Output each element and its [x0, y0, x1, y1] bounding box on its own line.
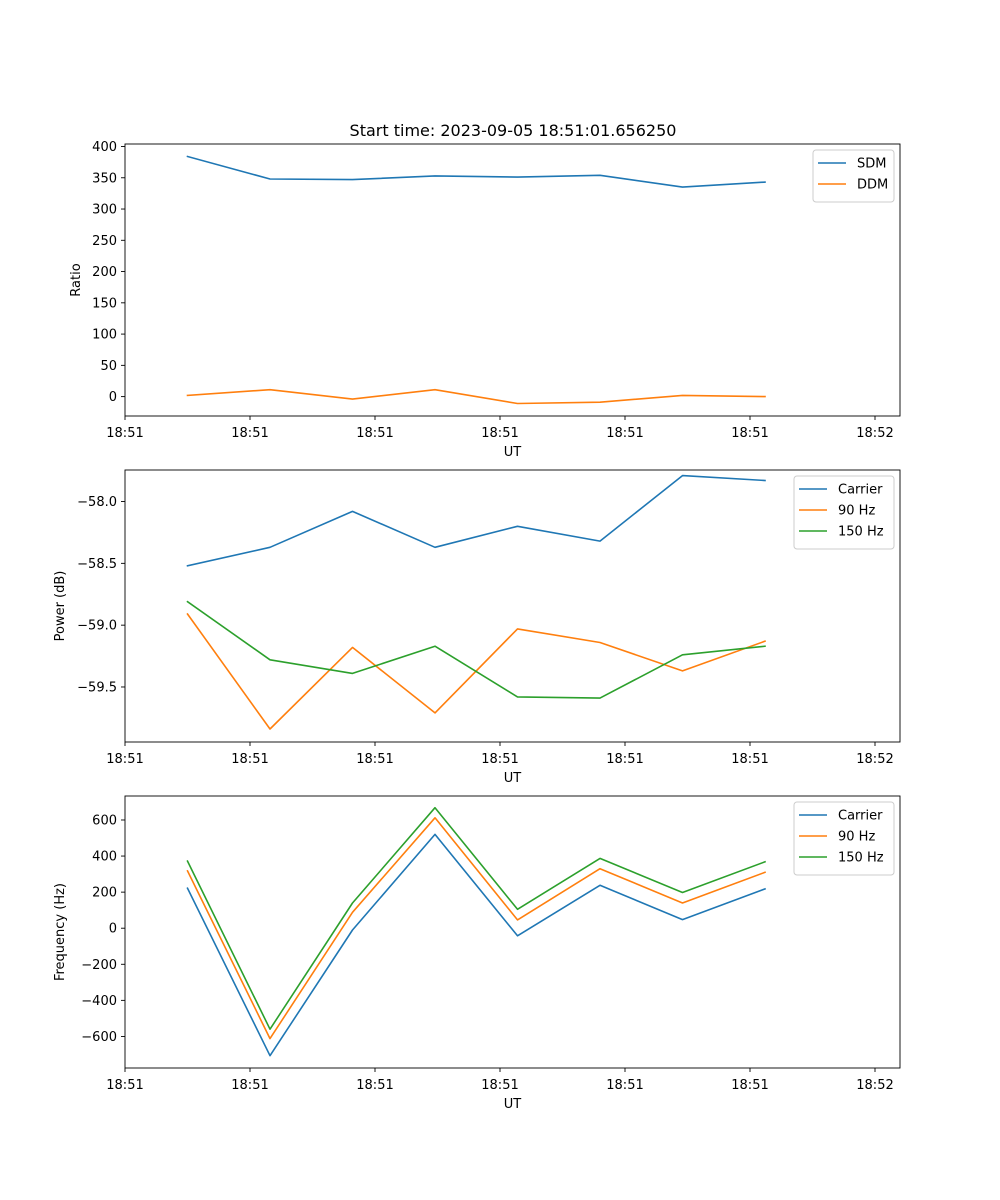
y-tick-label: −58.0 [77, 495, 117, 510]
y-tick-label: 600 [92, 813, 117, 828]
legend-entry: 150 Hz [838, 525, 884, 540]
y-tick-label: 300 [92, 203, 117, 218]
figure-title: Start time: 2023-09-05 18:51:01.656250 [350, 121, 677, 140]
subplots: 18:51 18:51 18:51 18:51 18:51 18:51 18:52 0 50 10… [53, 140, 901, 1112]
x-axis-label: UT [504, 1097, 522, 1112]
legend-entry: Carrier [838, 483, 883, 498]
series-line-ddm [186, 388, 766, 405]
x-tick-label: 18:51 [731, 426, 768, 441]
y-tick-label: 250 [92, 234, 117, 249]
legend: Carrier 90 Hz 150 Hz [793, 801, 895, 876]
x-tick-label: 18:51 [606, 752, 643, 767]
subplot-1: 18:51 18:51 18:51 18:51 18:51 18:51 18:52 0 50 10… [69, 140, 901, 460]
x-tick-label: 18:51 [481, 426, 518, 441]
y-tick-label: 200 [92, 265, 117, 280]
y-tick-label: −59.0 [77, 619, 117, 634]
x-tick-label: 18:51 [231, 426, 268, 441]
y-tick-label: −59.5 [77, 680, 117, 695]
y-axis-label: Ratio [69, 263, 84, 296]
y-axis-label: Power (dB) [53, 571, 68, 642]
x-tick-label: 18:51 [106, 1078, 143, 1093]
y-tick-label: 0 [109, 922, 117, 937]
x-tick-label: 18:52 [856, 426, 893, 441]
x-tick-label: 18:51 [231, 752, 268, 767]
y-tick-label: 50 [100, 359, 117, 374]
y-tick-label: −58.5 [77, 557, 117, 572]
series-line-90-hz [186, 816, 767, 1040]
legend-entry: 90 Hz [838, 830, 875, 845]
legend-entry: SDM [857, 157, 886, 172]
y-tick-label: −200 [81, 958, 117, 973]
y-tick-label: −400 [81, 994, 117, 1009]
y-tick-label: 400 [92, 140, 117, 155]
x-tick-label: 18:51 [356, 426, 393, 441]
series-line-sdm [186, 155, 766, 188]
y-axis-label: Frequency (Hz) [53, 883, 68, 981]
x-tick-label: 18:51 [106, 752, 143, 767]
y-tick-label: −600 [81, 1030, 117, 1045]
y-tick-label: 200 [92, 886, 117, 901]
x-tick-label: 18:52 [856, 752, 893, 767]
x-tick-label: 18:52 [856, 1078, 893, 1093]
y-tick-label: 150 [92, 296, 117, 311]
x-tick-label: 18:51 [731, 752, 768, 767]
x-tick-label: 18:51 [481, 1078, 518, 1093]
y-tick-label: 400 [92, 850, 117, 865]
axes-frame [124, 795, 901, 1069]
series-line-carrier [186, 833, 767, 1057]
axes-frame [124, 469, 901, 743]
x-tick-label: 18:51 [606, 426, 643, 441]
series-line-150-hz [186, 600, 766, 699]
subplot-3: 18:51 18:51 18:51 18:51 18:51 18:51 18:52 −600 −… [53, 795, 901, 1112]
x-tick-label: 18:51 [106, 426, 143, 441]
legend-entry: 150 Hz [838, 851, 884, 866]
x-tick-label: 18:51 [356, 752, 393, 767]
y-tick-label: 0 [109, 390, 117, 405]
x-tick-label: 18:51 [606, 1078, 643, 1093]
y-tick-label: 100 [92, 328, 117, 343]
x-tick-label: 18:51 [731, 1078, 768, 1093]
series-line-150-hz [186, 806, 767, 1030]
x-axis-label: UT [504, 445, 522, 460]
subplot-2: 18:51 18:51 18:51 18:51 18:51 18:51 18:52 −59.5… [53, 469, 901, 786]
legend-entry: 90 Hz [838, 504, 875, 519]
x-axis-label: UT [504, 771, 522, 786]
legend: SDM DDM [812, 149, 895, 203]
legend-entry: Carrier [838, 809, 883, 824]
y-tick-label: 350 [92, 171, 117, 186]
x-tick-label: 18:51 [231, 1078, 268, 1093]
legend: Carrier 90 Hz 150 Hz [793, 475, 895, 550]
legend-entry: DDM [857, 178, 888, 193]
series-line-carrier [186, 474, 766, 567]
axes-frame [124, 143, 901, 417]
x-tick-label: 18:51 [356, 1078, 393, 1093]
x-tick-label: 18:51 [481, 752, 518, 767]
